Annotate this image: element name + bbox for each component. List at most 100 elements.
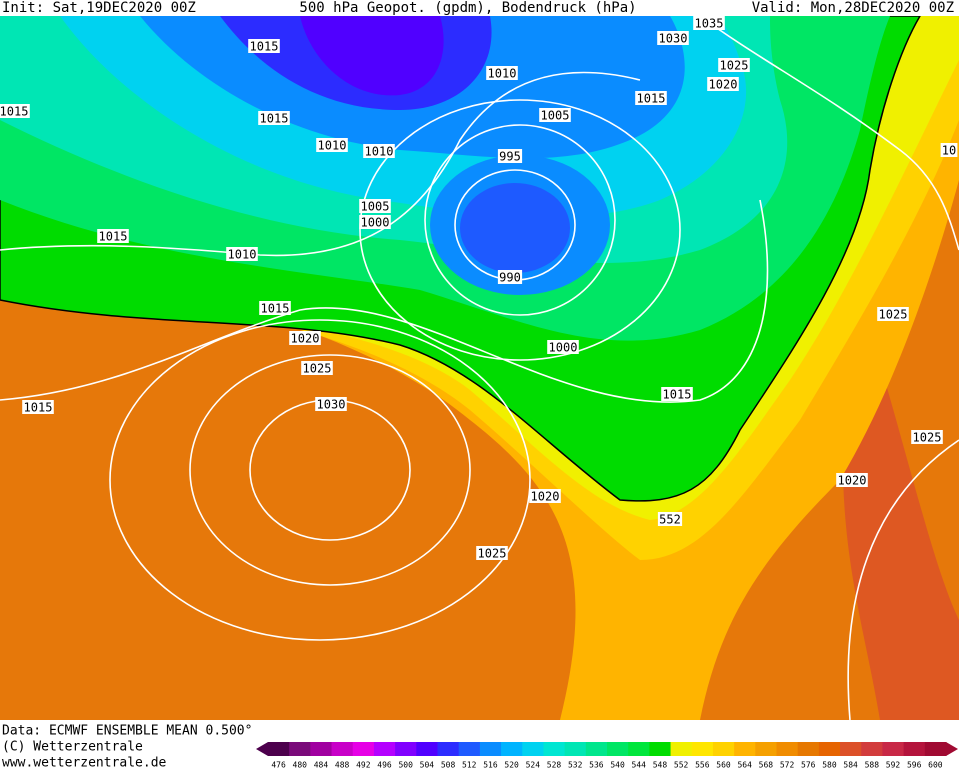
scale-swatch — [924, 742, 947, 756]
scale-swatch — [352, 742, 375, 756]
scale-label: 520 — [504, 761, 519, 770]
scale-label: 600 — [928, 761, 943, 770]
isobar — [699, 15, 959, 251]
color-scale: 476 480 484 488 492 496 500 504 508 512 516 520 524 5… — [256, 742, 958, 770]
contour-label: 1020 — [838, 474, 867, 488]
scale-label: 524 — [526, 761, 541, 770]
contour-label: 1015 — [637, 92, 666, 106]
contour-label: 552 — [659, 513, 681, 527]
scale-arrow-right — [946, 742, 958, 756]
contour-label-box — [661, 387, 693, 401]
contour-label: 1020 — [531, 490, 560, 504]
scale-swatch — [628, 742, 650, 756]
init-time: Init: Sat,19DEC2020 00Z — [2, 0, 196, 16]
contour-label-box — [911, 430, 943, 444]
isobar — [424, 124, 616, 316]
contour-label-box — [315, 397, 347, 411]
scale-swatch — [289, 742, 311, 756]
scale-swatch — [479, 742, 502, 756]
scale-swatch — [818, 742, 841, 756]
contour-label: 1015 — [24, 401, 53, 415]
field-violet — [300, 16, 444, 96]
contour-label: 1035 — [695, 17, 724, 31]
contour-label: 1020 — [291, 332, 320, 346]
low-inner — [460, 183, 570, 273]
scale-swatch — [564, 742, 587, 756]
isobar — [0, 199, 769, 403]
scale-label: 532 — [568, 761, 583, 770]
scale-swatch — [691, 742, 714, 756]
contour-label-box — [476, 546, 508, 560]
contour-label-box — [316, 138, 348, 152]
contour-label: 1025 — [879, 308, 908, 322]
scale-label: 500 — [398, 761, 413, 770]
scale-swatch — [310, 742, 333, 756]
scale-label: 544 — [632, 761, 647, 770]
isobar — [0, 71, 641, 257]
contour-label-box — [718, 58, 750, 72]
contour-label: 995 — [499, 150, 521, 164]
scale-swatch — [543, 742, 566, 756]
scale-swatch — [416, 742, 438, 756]
contour-label: 1010 — [488, 67, 517, 81]
contour-label-box — [359, 199, 391, 213]
scale-label: 576 — [801, 761, 816, 770]
contour-label: 10 — [942, 144, 956, 158]
contour-label-box — [707, 77, 739, 91]
contour-label: 1015 — [0, 105, 28, 119]
scale-swatch — [840, 742, 862, 756]
contour-label-box — [693, 16, 725, 30]
scale-label: 492 — [356, 761, 371, 770]
contour-labels: 1015 1015 1015 1010 1010 1010 1005 995 1005 1000 1… — [0, 16, 958, 561]
data-source: Data: ECMWF ENSEMBLE MEAN 0.500° — [2, 724, 252, 739]
scale-label: 568 — [759, 761, 774, 770]
scale-label: 484 — [314, 761, 329, 770]
contour-label: 1020 — [709, 78, 738, 92]
contour-label: 1015 — [250, 40, 279, 54]
scale-swatch — [776, 742, 799, 756]
scale-swatch — [437, 742, 460, 756]
contour-label-box — [547, 340, 579, 354]
scale-swatch — [755, 742, 777, 756]
isobar — [359, 99, 681, 361]
scale-swatch — [395, 742, 417, 756]
contour-label-box — [657, 512, 683, 526]
contour-label-box — [877, 307, 909, 321]
scale-label: 540 — [610, 761, 625, 770]
contour-label-box — [657, 31, 689, 45]
scale-swatch — [607, 742, 629, 756]
scale-label: 488 — [335, 761, 350, 770]
contour-label-box — [635, 91, 667, 105]
scale-swatch — [797, 742, 820, 756]
scale-swatch — [861, 742, 883, 756]
contour-label-box — [97, 229, 129, 243]
contour-label: 1010 — [318, 139, 347, 153]
scale-label: 596 — [907, 761, 922, 770]
scale-label: 548 — [653, 761, 668, 770]
scale-label: 512 — [462, 761, 477, 770]
contour-label-box — [940, 143, 958, 157]
contour-label: 1010 — [365, 145, 394, 159]
url: www.wetterzentrale.de — [2, 756, 167, 770]
scale-swatch — [522, 742, 544, 756]
contour-label-box — [258, 111, 290, 125]
scale-label: 508 — [441, 761, 456, 770]
contour-label: 1015 — [261, 302, 290, 316]
contour-label: 1000 — [361, 216, 390, 230]
scale-label: 584 — [843, 761, 858, 770]
contour-label: 1005 — [541, 109, 570, 123]
map-title: 500 hPa Geopot. (gpdm), Bodendruck (hPa) — [299, 0, 636, 16]
scale-label: 588 — [865, 761, 880, 770]
scale-arrow-left — [256, 742, 268, 756]
scale-swatch — [649, 742, 672, 756]
contour-label-box — [259, 301, 291, 315]
scale-swatch — [670, 742, 693, 756]
isobar — [847, 439, 959, 721]
isobar — [189, 354, 471, 586]
contour-label-box — [22, 400, 54, 414]
contour-label-box — [0, 104, 30, 118]
scale-swatch — [458, 742, 481, 756]
contour-label-box — [248, 39, 280, 53]
contour-label-box — [359, 215, 391, 229]
